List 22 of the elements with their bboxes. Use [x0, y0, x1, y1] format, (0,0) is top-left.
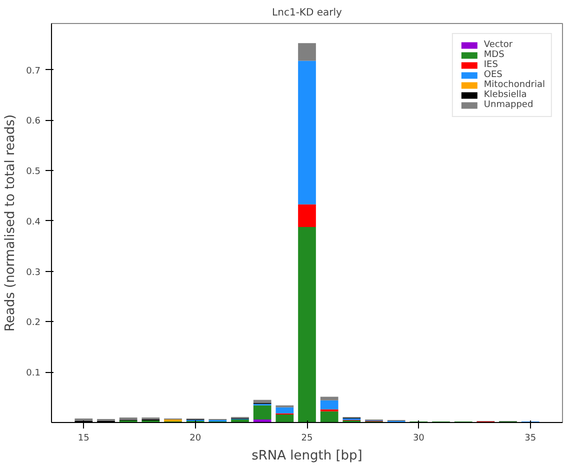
y-tick-label: 0.4	[26, 217, 41, 228]
y-tick-label: 0.1	[26, 368, 41, 379]
y-tick-label: 0.3	[26, 268, 41, 278]
legend-label: IES	[484, 60, 499, 70]
x-axis-title: sRNA length [bp]	[252, 448, 362, 464]
y-tick-label: 0.5	[26, 167, 41, 178]
legend-label: Mitochondrial	[484, 80, 545, 90]
legend-label: MDS	[484, 50, 504, 60]
y-tick-label: 0.6	[26, 116, 41, 127]
legend-label: Klebsiella	[484, 90, 527, 100]
x-tick-label: 35	[524, 434, 536, 444]
y-tick-label: 0.7	[26, 66, 41, 76]
y-tick-label: 0.2	[26, 318, 41, 328]
legend-label: Vector	[484, 40, 513, 50]
legend-label: OES	[484, 70, 504, 80]
y-axis-title: Reads (normalised to total reads)	[3, 114, 18, 332]
x-tick-label: 25	[301, 434, 313, 444]
x-tick-label: 15	[78, 434, 90, 444]
x-tick-label: 20	[190, 434, 202, 444]
legend-label: Unmapped	[484, 100, 534, 110]
x-tick-label: 30	[412, 434, 425, 444]
chart-title: Lnc1-KD early	[272, 8, 342, 18]
